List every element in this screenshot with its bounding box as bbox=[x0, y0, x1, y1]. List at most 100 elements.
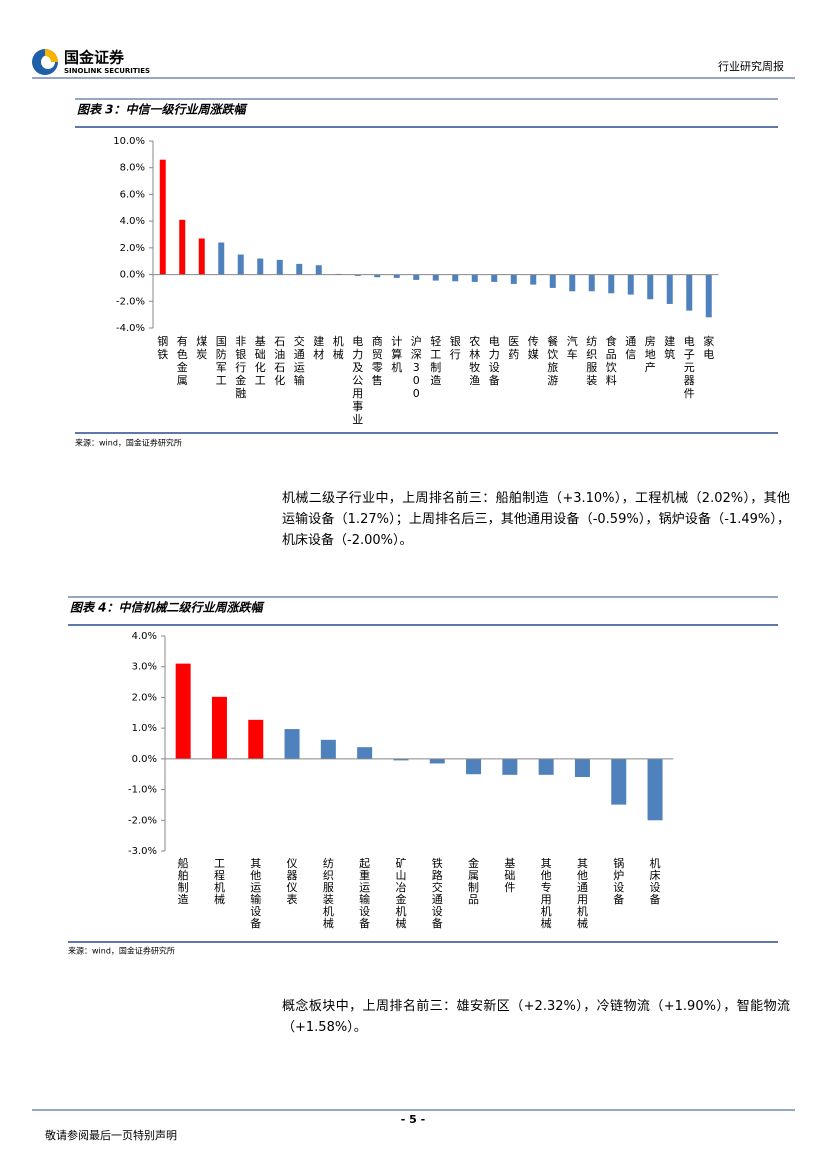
x-tick-label: 家电 bbox=[703, 334, 714, 361]
bar bbox=[538, 758, 554, 775]
x-tick-label: 机械 bbox=[333, 334, 344, 361]
bar bbox=[248, 719, 264, 759]
page-number: - 5 - bbox=[401, 1113, 425, 1126]
x-tick-label: 食品饮料 bbox=[606, 334, 617, 387]
bar bbox=[257, 258, 264, 275]
paragraph: 概念板块中，上周排名前三：雄安新区（+2.32%），冷链物流（+1.90%），智… bbox=[282, 999, 790, 1035]
y-tick-label: -2.0% bbox=[116, 296, 145, 307]
x-tick-label: 有色金属 bbox=[177, 334, 188, 387]
x-tick-label: 其他通用机械 bbox=[577, 857, 588, 930]
bar bbox=[491, 274, 498, 282]
x-tick-label: 石油石化 bbox=[274, 335, 285, 387]
bar bbox=[530, 274, 537, 285]
bar bbox=[510, 274, 517, 284]
x-tick-label: 电力设备 bbox=[489, 335, 500, 387]
bar bbox=[276, 259, 283, 275]
source: 来源：wind，国金证券研究所 bbox=[75, 438, 182, 448]
x-tick-label: 矿山冶金机械 bbox=[395, 857, 406, 930]
x-tick-label: 锅炉设备 bbox=[613, 857, 624, 906]
y-tick-label: 0.0% bbox=[120, 270, 145, 281]
bar bbox=[320, 739, 336, 759]
bar bbox=[686, 274, 693, 311]
x-tick-label: 银行 bbox=[450, 334, 461, 361]
x-tick-label: 工程机械 bbox=[214, 857, 225, 906]
bar bbox=[211, 696, 227, 759]
x-tick-label: 金属制品 bbox=[468, 856, 479, 906]
x-tick-label: 国防军工 bbox=[216, 335, 227, 387]
y-tick-label: -2.0% bbox=[128, 815, 157, 826]
bar bbox=[502, 758, 518, 775]
bar bbox=[198, 238, 205, 275]
x-tick-label: 电子元器件 bbox=[684, 335, 695, 400]
y-tick-label: 0.0% bbox=[132, 754, 157, 765]
bar bbox=[666, 274, 673, 304]
x-tick-label: 商贸零售 bbox=[372, 334, 383, 387]
bar bbox=[357, 747, 373, 759]
bar bbox=[175, 663, 191, 759]
bar bbox=[452, 274, 459, 282]
bar bbox=[574, 758, 590, 777]
x-tick-label: 纺织服装机械 bbox=[323, 856, 334, 930]
y-tick-label: 2.0% bbox=[132, 692, 157, 703]
company-name-en: SINOLINK SECURITIES bbox=[64, 67, 150, 75]
x-tick-label: 汽车 bbox=[567, 334, 578, 361]
x-tick-label: 起重运输设备 bbox=[359, 857, 370, 930]
x-tick-label: 基础化工 bbox=[255, 335, 266, 387]
bar bbox=[393, 758, 409, 761]
disclaimer: 敬请参阅最后一页特别声明 bbox=[45, 1128, 177, 1142]
bar bbox=[429, 758, 445, 764]
x-tick-label: 农林牧渔 bbox=[469, 334, 480, 387]
bar bbox=[413, 274, 420, 280]
y-tick-label: 2.0% bbox=[120, 243, 145, 254]
x-tick-label: 煤炭 bbox=[196, 335, 207, 361]
bar bbox=[237, 254, 244, 275]
bar bbox=[549, 274, 556, 288]
bar bbox=[296, 263, 303, 275]
source: 来源：wind，国金证券研究所 bbox=[68, 946, 175, 956]
y-tick-label: 4.0% bbox=[120, 216, 145, 227]
bar bbox=[179, 219, 186, 275]
x-tick-label: 医药 bbox=[508, 335, 519, 361]
y-tick-label: -1.0% bbox=[128, 785, 157, 796]
company-name: 国金证券 bbox=[64, 49, 125, 67]
bar bbox=[471, 274, 478, 282]
x-tick-label: 电力及公用事业 bbox=[352, 335, 363, 426]
y-tick-label: 8.0% bbox=[120, 163, 145, 174]
paragraph: 机械二级子行业中，上周排名前三：船舶制造（+3.10%），工程机械（2.02%）… bbox=[282, 491, 790, 548]
chart-title: 图表 4：中信机械二级行业周涨跌幅 bbox=[70, 601, 266, 615]
x-tick-label: 其他专用机械 bbox=[541, 857, 552, 930]
x-tick-label: 其他运输设备 bbox=[250, 857, 261, 930]
x-tick-label: 非银行金融 bbox=[235, 335, 246, 400]
y-tick-label: 10.0% bbox=[113, 136, 145, 147]
bar bbox=[611, 758, 627, 805]
x-tick-label: 沪深 3 0 0 bbox=[411, 334, 422, 400]
x-tick-label: 建筑 bbox=[664, 334, 675, 361]
bar bbox=[284, 729, 300, 759]
bar bbox=[315, 265, 322, 275]
y-tick-label: 6.0% bbox=[120, 189, 145, 200]
logo-mark bbox=[45, 49, 58, 62]
x-tick-label: 仪器仪表 bbox=[287, 857, 298, 906]
report-type: 行业研究周报 bbox=[718, 59, 784, 73]
x-tick-label: 交通运输 bbox=[294, 334, 305, 387]
x-tick-label: 餐饮旅游 bbox=[547, 334, 558, 387]
x-tick-label: 建材 bbox=[313, 334, 324, 361]
bar bbox=[374, 274, 381, 278]
x-tick-label: 船舶制造 bbox=[178, 856, 189, 906]
bar bbox=[647, 274, 654, 300]
x-tick-label: 铁路交通设备 bbox=[432, 857, 443, 930]
x-tick-label: 通信 bbox=[625, 335, 636, 361]
x-tick-label: 钢铁 bbox=[157, 335, 168, 361]
bar bbox=[627, 274, 634, 295]
x-tick-label: 基础件 bbox=[504, 857, 515, 894]
y-tick-label: 1.0% bbox=[132, 723, 157, 734]
x-tick-label: 计算机 bbox=[391, 335, 402, 374]
bar bbox=[647, 758, 663, 821]
bar bbox=[569, 274, 576, 292]
x-tick-label: 机床设备 bbox=[650, 856, 661, 906]
bar bbox=[393, 274, 400, 278]
x-tick-label: 轻工制造 bbox=[430, 334, 441, 387]
y-tick-label: -3.0% bbox=[128, 846, 157, 857]
bar bbox=[588, 274, 595, 292]
